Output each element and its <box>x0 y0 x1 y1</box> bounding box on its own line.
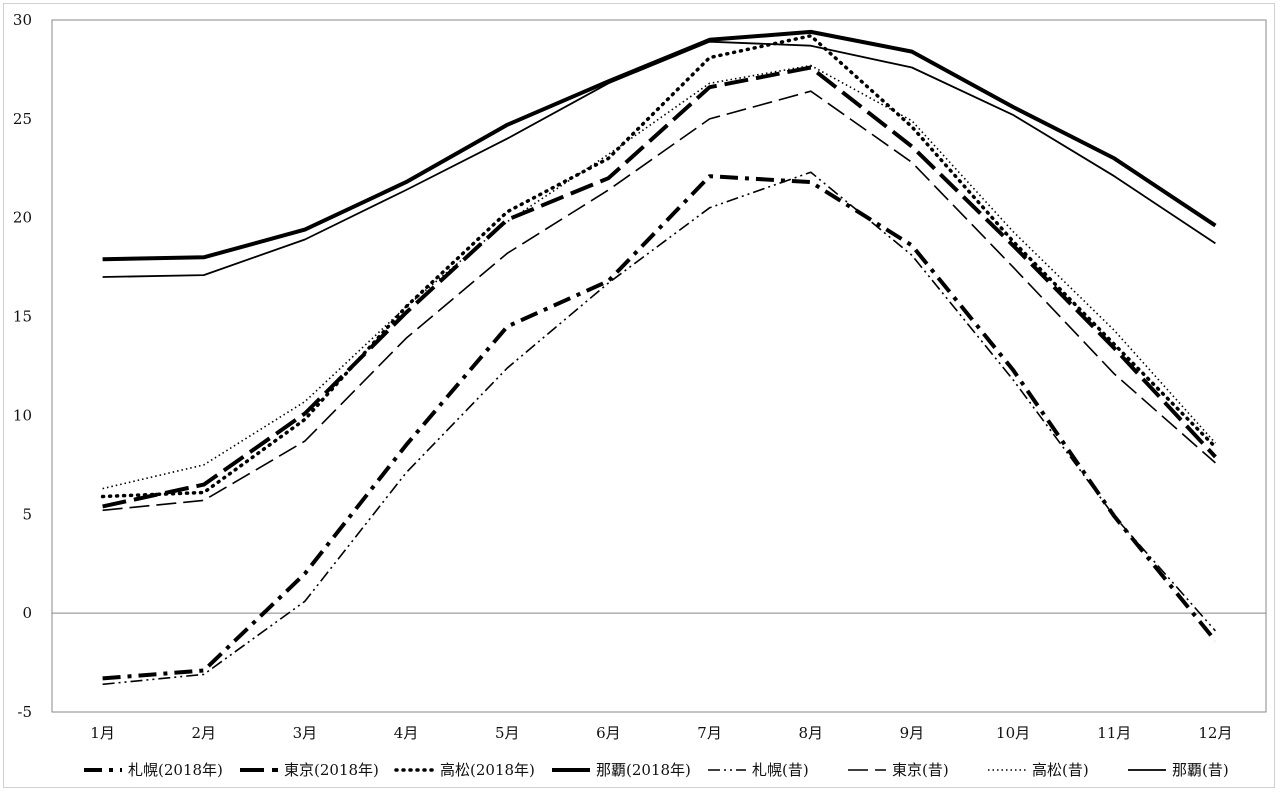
legend-label: 札幌(2018年) <box>128 761 223 779</box>
series-line-3 <box>100 34 1218 499</box>
y-tick-label: 15 <box>13 308 32 326</box>
legend-label: 高松(2018年) <box>440 761 535 779</box>
legend-label: 那覇(2018年) <box>596 761 691 779</box>
x-tick-label: 9月 <box>900 724 925 742</box>
y-tick-label: -5 <box>17 703 32 721</box>
legend-label: 東京(昔) <box>892 761 949 779</box>
legend-label: 高松(昔) <box>1032 761 1089 779</box>
legend: 札幌(2018年) 東京(2018年) 高松(2018年) 那覇(2018年) 札幌(昔… <box>84 761 1229 779</box>
y-tick-label: 30 <box>13 11 32 29</box>
series-line-5 <box>102 171 1216 686</box>
series-line-2 <box>102 65 1217 509</box>
x-tick-label: 8月 <box>798 724 823 742</box>
x-tick-label: 12月 <box>1198 724 1232 742</box>
series-line-8 <box>102 40 1216 278</box>
x-tick-label: 4月 <box>394 724 419 742</box>
x-axis-ticks: 1月 2月 3月 4月 5月 6月 7月 8月 9月 10月 11月 12月 <box>90 724 1232 742</box>
series-line-6 <box>102 90 1216 512</box>
chart-frame: -5 0 5 10 15 20 25 30 1月 2月 3月 4月 5月 6月 7月 8月 9月 10月 11月 1… <box>3 3 1275 788</box>
x-tick-label: 1月 <box>90 724 115 742</box>
plot-area <box>51 19 1267 713</box>
x-tick-label: 11月 <box>1097 724 1131 742</box>
y-axis-ticks: -5 0 5 10 15 20 25 30 <box>13 11 32 721</box>
legend-label: 東京(2018年) <box>284 761 379 779</box>
series-line-7 <box>102 64 1216 490</box>
series-line-1 <box>102 174 1217 681</box>
x-tick-label: 3月 <box>293 724 318 742</box>
y-tick-label: 5 <box>22 505 32 523</box>
series-layer <box>100 29 1218 686</box>
legend-label: 札幌(昔) <box>752 761 809 779</box>
x-tick-label: 5月 <box>495 724 520 742</box>
y-tick-label: 0 <box>22 604 32 622</box>
x-tick-label: 6月 <box>596 724 621 742</box>
y-tick-label: 25 <box>13 110 32 128</box>
x-tick-label: 2月 <box>191 724 216 742</box>
x-tick-label: 10月 <box>996 724 1030 742</box>
plot-border <box>51 19 1267 713</box>
x-tick-label: 7月 <box>697 724 722 742</box>
y-tick-label: 10 <box>13 406 32 424</box>
legend-label: 那覇(昔) <box>1172 761 1229 779</box>
series-line-4 <box>102 29 1217 262</box>
y-tick-label: 20 <box>13 209 32 227</box>
